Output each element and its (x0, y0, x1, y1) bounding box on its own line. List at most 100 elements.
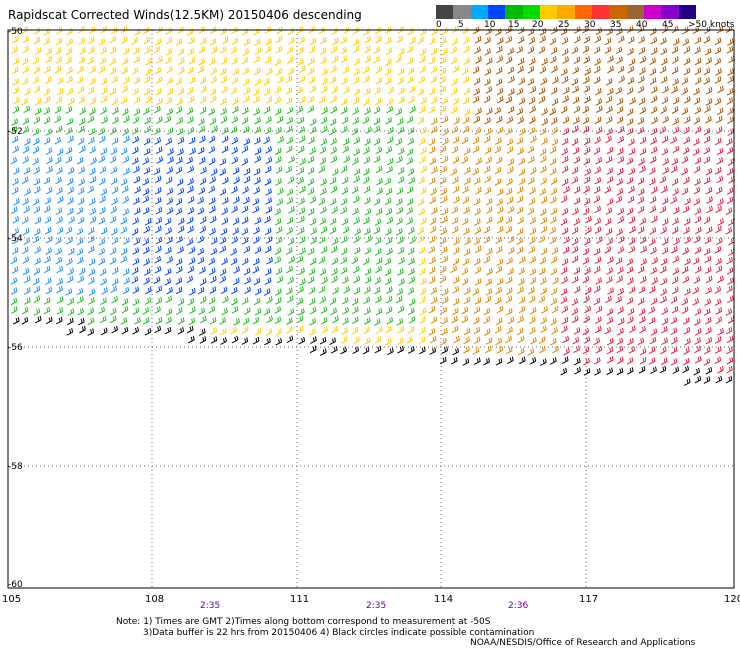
wind-barb (374, 237, 382, 245)
wind-barb (605, 207, 613, 215)
wind-barb (307, 187, 315, 196)
wind-barb (111, 137, 119, 145)
wind-barb (252, 28, 260, 36)
wind-barb (331, 325, 338, 334)
wind-barb (77, 216, 85, 225)
wind-barb (472, 287, 480, 296)
wind-barb (715, 225, 722, 234)
wind-barb (287, 276, 294, 285)
wind-barb (254, 287, 262, 296)
wind-barb (330, 146, 337, 155)
wind-barb (406, 76, 414, 84)
wind-barb (88, 268, 96, 276)
wind-barb (428, 327, 436, 336)
wind-barb (518, 256, 526, 264)
wind-barb (33, 267, 41, 276)
wind-barb (430, 207, 438, 215)
wind-barb (100, 95, 108, 104)
wind-barb (175, 166, 183, 174)
wind-barb (133, 207, 141, 215)
wind-barb (550, 117, 558, 125)
wind-barb (54, 65, 62, 74)
wind-barb (626, 207, 634, 216)
wind-barb (154, 255, 162, 264)
wind-barb (340, 55, 348, 63)
wind-barb (21, 57, 29, 66)
wind-barb (309, 118, 317, 126)
wind-barb (439, 37, 447, 46)
wind-barb (430, 187, 437, 196)
wind-barb (165, 246, 172, 255)
wind-barb (694, 207, 702, 216)
wind-barb (573, 56, 581, 64)
x-tick-117: 117 (579, 594, 599, 605)
wind-barb (496, 37, 504, 45)
wind-barb (505, 216, 513, 224)
wind-barb (373, 55, 381, 64)
wind-barb (11, 266, 19, 274)
wind-barb (385, 286, 393, 294)
wind-barb (561, 147, 568, 156)
wind-barb (65, 127, 73, 135)
wind-barb (11, 135, 19, 144)
wind-barb (727, 38, 734, 46)
wind-barb (384, 36, 392, 45)
wind-barb (505, 187, 513, 196)
wind-barb (286, 325, 293, 334)
wind-barb (11, 46, 18, 55)
wind-barb (76, 156, 84, 165)
wind-barb (486, 107, 493, 116)
wind-barb (376, 177, 383, 186)
wind-barb (243, 267, 251, 276)
wind-barb (450, 57, 458, 65)
wind-barb (374, 335, 382, 344)
wind-barb (637, 337, 645, 346)
colorbar-swatch (487, 5, 506, 19)
wind-barb (321, 106, 328, 115)
wind-barb (274, 107, 282, 116)
wind-barb (109, 247, 117, 256)
wind-barb (649, 27, 657, 36)
wind-barb (65, 146, 73, 155)
wind-barb (637, 188, 645, 196)
wind-barb (695, 226, 702, 235)
wind-barb (583, 336, 591, 344)
wind-barb (703, 67, 711, 76)
wind-barb (584, 305, 592, 314)
time-label-3: 2:36 (508, 601, 529, 611)
wind-barb (474, 297, 482, 305)
wind-barb (253, 226, 260, 235)
wind-barb (98, 238, 106, 246)
wind-barb (672, 366, 680, 375)
wind-barb (671, 157, 679, 166)
wind-barb (178, 66, 185, 75)
wind-barb (286, 287, 293, 295)
wind-barb (145, 286, 152, 295)
wind-barb (144, 68, 152, 76)
wind-barb (122, 47, 130, 56)
wind-barb (684, 236, 691, 244)
wind-barb (705, 186, 713, 195)
wind-barb (571, 275, 579, 284)
wind-barb (331, 275, 338, 284)
wind-barb (265, 146, 272, 154)
wind-barb (483, 236, 491, 244)
wind-barb (583, 295, 590, 303)
wind-barb (507, 166, 514, 174)
wind-barb (538, 336, 546, 344)
wind-barb (319, 36, 327, 45)
wind-barb (32, 137, 40, 146)
wind-barb (310, 236, 317, 245)
wind-barb (659, 265, 667, 274)
wind-barb (99, 166, 107, 174)
wind-barb (341, 296, 349, 305)
wind-barb (660, 226, 667, 235)
wind-barb (340, 36, 348, 45)
wind-barb (439, 85, 447, 93)
wind-barb (198, 307, 206, 316)
wind-barb (43, 28, 51, 36)
wind-barb (661, 218, 669, 226)
wind-barb (11, 118, 19, 126)
wind-barb (693, 198, 701, 206)
wind-barb (298, 126, 305, 134)
